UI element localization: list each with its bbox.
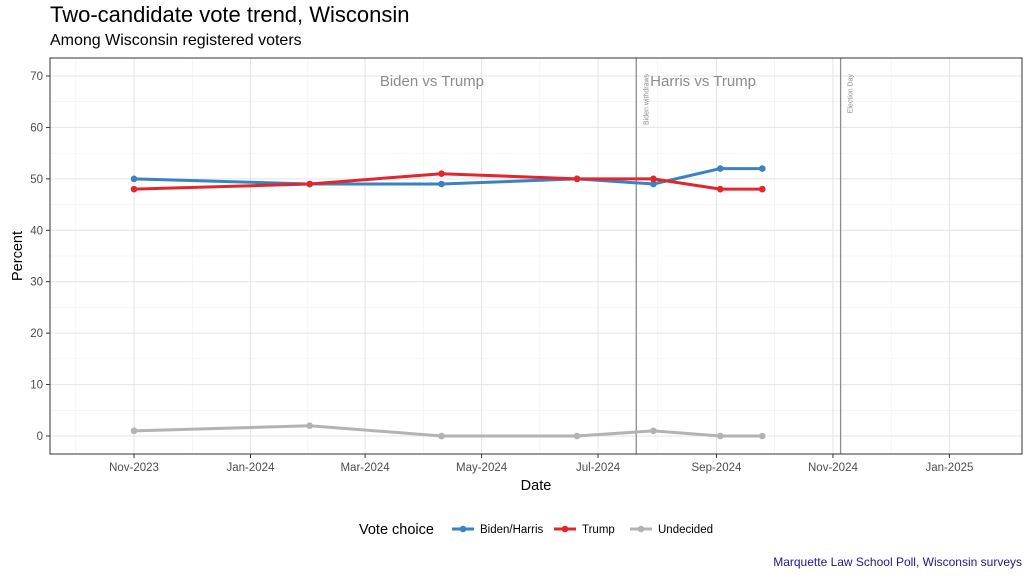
legend-label: Biden/Harris [480, 524, 544, 536]
data-point [650, 180, 657, 188]
y-tick-label: 10 [30, 380, 43, 392]
x-tick-label: Nov-2023 [109, 462, 159, 474]
chart-caption: Marquette Law School Poll, Wisconsin sur… [773, 555, 1022, 569]
x-tick-label: Nov-2024 [808, 462, 858, 474]
event-line-label: Biden withdraws [643, 74, 650, 125]
data-point [438, 180, 445, 188]
data-point [573, 432, 581, 440]
x-tick-label: Jan-2025 [925, 462, 973, 474]
x-tick-label: Jan-2024 [227, 462, 276, 474]
x-tick-label: Jul-2024 [576, 462, 621, 474]
y-tick-label: 40 [30, 225, 43, 237]
y-axis-title: Percent [10, 231, 26, 281]
panel-annotation: Biden vs Trump [380, 73, 484, 90]
legend-label: Undecided [658, 524, 713, 536]
data-point [758, 185, 766, 193]
y-tick-label: 20 [30, 328, 43, 340]
x-tick-label: Mar-2024 [340, 462, 390, 474]
data-point [716, 432, 724, 440]
y-tick-label: 50 [30, 174, 43, 186]
x-tick-label: May-2024 [456, 462, 508, 474]
y-tick-label: 70 [30, 71, 43, 83]
x-tick-label: Sep-2024 [692, 462, 742, 474]
legend-key-point [459, 525, 467, 533]
legend-title: Vote choice [359, 522, 434, 538]
data-point [306, 422, 314, 430]
data-point [438, 432, 445, 440]
y-tick-label: 30 [30, 277, 43, 289]
data-point [438, 170, 445, 178]
legend-key-point [637, 525, 645, 533]
data-point [650, 427, 657, 435]
data-point [573, 175, 581, 183]
data-point [130, 175, 138, 183]
chart-subtitle: Among Wisconsin registered voters [50, 32, 302, 49]
x-axis-title: Date [521, 478, 552, 494]
event-line-label: Election Day [848, 74, 855, 114]
y-tick-label: 0 [37, 431, 43, 443]
data-point [716, 185, 724, 193]
panel-annotation: Harris vs Trump [650, 73, 756, 90]
plot-border [49, 57, 1023, 455]
data-point [650, 175, 657, 183]
data-point [716, 165, 724, 172]
data-point [130, 185, 138, 193]
chart-title: Two-candidate vote trend, Wisconsin [50, 2, 410, 27]
data-point [130, 427, 138, 435]
data-point [306, 180, 314, 188]
legend-key-point [561, 525, 569, 533]
y-tick-label: 60 [30, 122, 43, 134]
data-point [758, 432, 766, 440]
data-point [758, 165, 766, 172]
legend-label: Trump [582, 524, 615, 536]
